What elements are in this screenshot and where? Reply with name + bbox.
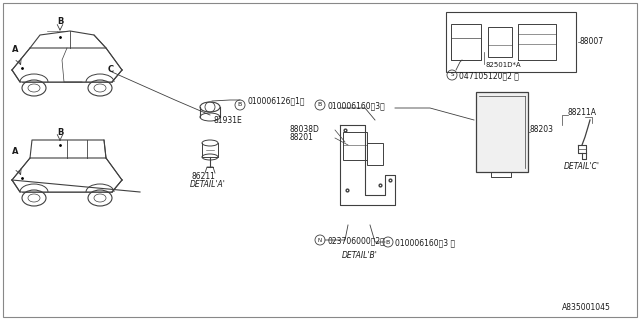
Bar [367,143,383,165]
Text: 88038D: 88038D [290,125,320,134]
Text: 88007: 88007 [580,37,604,46]
Text: 88201: 88201 [290,133,314,142]
Text: 047105120（2 ）: 047105120（2 ） [459,71,519,80]
Text: 010006126（1）: 010006126（1） [247,96,305,105]
Text: 81931E: 81931E [213,116,242,125]
Text: 023706000（2）: 023706000（2） [327,236,385,245]
Text: 88203: 88203 [530,125,554,134]
Text: B: B [238,102,242,108]
Text: B: B [318,102,322,108]
Text: 010006160（3）: 010006160（3） [327,101,385,110]
Text: DETAIL'A': DETAIL'A' [190,180,226,189]
Text: N: N [318,237,322,243]
Text: 88211A: 88211A [568,108,597,117]
Text: B: B [57,128,63,137]
Text: DETAIL'C': DETAIL'C' [564,162,600,171]
Text: DETAIL'B': DETAIL'B' [342,251,378,260]
Text: A: A [12,45,19,54]
Bar [451,24,481,60]
Text: C: C [108,65,114,74]
Text: B: B [57,17,63,26]
Bar [343,132,367,160]
Bar [476,92,528,172]
Text: S: S [451,73,454,77]
Text: B: B [386,239,390,244]
Text: 82501D*A: 82501D*A [486,62,522,68]
Text: 010006160（3 ）: 010006160（3 ） [395,238,455,247]
Text: A835001045: A835001045 [562,303,611,312]
Bar [451,38,481,60]
Text: 86211: 86211 [192,172,216,181]
Bar [446,12,576,72]
Text: A: A [12,147,19,156]
Bar [488,27,512,57]
